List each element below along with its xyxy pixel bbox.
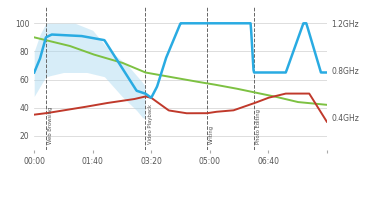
Text: Video Playback: Video Playback [148, 104, 153, 144]
Text: Web Browsing: Web Browsing [48, 107, 53, 144]
Text: Photo Editing: Photo Editing [256, 109, 261, 144]
Text: Writing: Writing [209, 125, 214, 144]
